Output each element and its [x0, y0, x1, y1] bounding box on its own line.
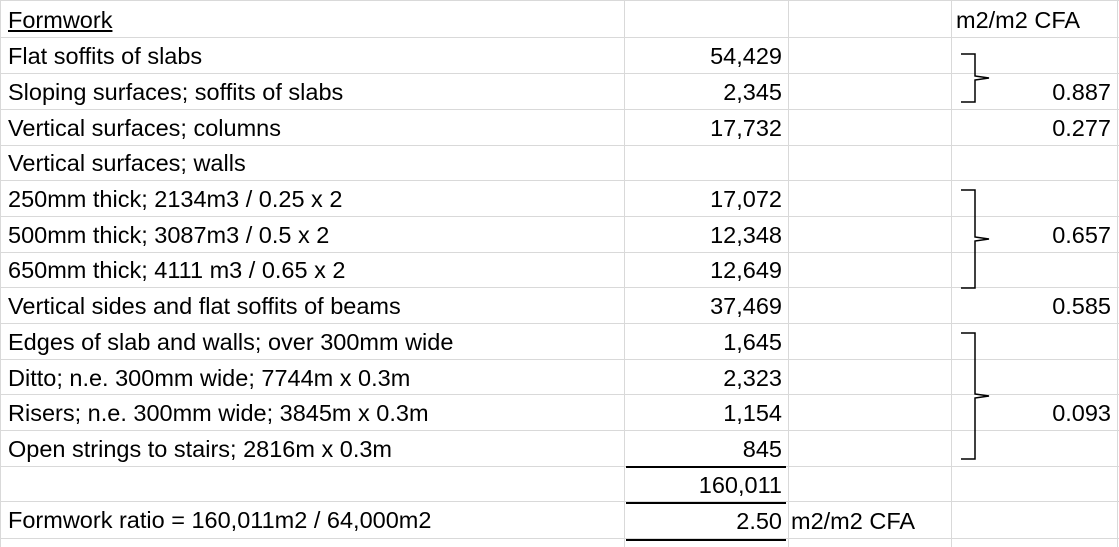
- grid-line: [0, 0, 1119, 1]
- grid-line: [0, 501, 1119, 502]
- row-value: 54,429: [710, 43, 782, 69]
- grid-line: [624, 0, 625, 547]
- row-value: 2,345: [723, 79, 782, 105]
- row-description: Flat soffits of slabs: [8, 43, 203, 69]
- grid-line: [0, 287, 1119, 288]
- row-ratio: 0.093: [1052, 400, 1111, 426]
- row-ratio: 0.585: [1052, 293, 1111, 319]
- summary-unit: m2/m2 CFA: [791, 508, 916, 534]
- row-description: Ditto; n.e. 300mm wide; 7744m x 0.3m: [8, 365, 411, 391]
- ratio-column-header: m2/m2 CFA: [956, 7, 1081, 33]
- brace-bracket-icon: [961, 189, 990, 289]
- grid-line: [0, 394, 1119, 395]
- grid-line: [0, 145, 1119, 146]
- grid-line: [1117, 0, 1118, 547]
- grid-line: [0, 430, 1119, 431]
- row-description: Sloping surfaces; soffits of slabs: [8, 79, 344, 105]
- grid-line: [0, 538, 1119, 539]
- row-description: 500mm thick; 3087m3 / 0.5 x 2: [8, 222, 330, 248]
- grid-line: [0, 109, 1119, 110]
- row-description: Vertical surfaces; walls: [8, 150, 246, 176]
- row-description: Open strings to stairs; 2816m x 0.3m: [8, 436, 392, 462]
- grid-line: [0, 466, 1119, 467]
- grid-line: [0, 37, 1119, 38]
- summary-double-rule: [626, 539, 786, 541]
- row-description: Vertical surfaces; columns: [8, 115, 281, 141]
- row-value: 845: [742, 436, 782, 462]
- table-title: Formwork: [8, 7, 113, 33]
- row-description: Risers; n.e. 300mm wide; 3845m x 0.3m: [8, 400, 429, 426]
- grid-line: [951, 0, 952, 547]
- row-value: 1,154: [723, 400, 782, 426]
- row-value: 17,072: [710, 186, 782, 212]
- grid-line: [0, 0, 1, 547]
- grid-line: [0, 359, 1119, 360]
- brace-bracket-icon: [961, 53, 990, 103]
- row-ratio: 0.657: [1052, 222, 1111, 248]
- row-value: 1,645: [723, 329, 782, 355]
- grid-line: [788, 0, 789, 547]
- grid-line: [0, 216, 1119, 217]
- row-ratio: 0.887: [1052, 79, 1111, 105]
- row-ratio: 0.277: [1052, 115, 1111, 141]
- row-value: 2,323: [723, 365, 782, 391]
- grid-line: [0, 180, 1119, 181]
- row-description: Vertical sides and flat soffits of beams: [8, 293, 401, 319]
- grid-line: [0, 252, 1119, 253]
- row-value: 37,469: [710, 293, 782, 319]
- row-value: 12,649: [710, 257, 782, 283]
- row-description: 250mm thick; 2134m3 / 0.25 x 2: [8, 186, 343, 212]
- summary-value: 2.50: [736, 508, 782, 534]
- total-value: 160,011: [698, 472, 782, 498]
- brace-bracket-icon: [961, 332, 990, 460]
- summary-description: Formwork ratio = 160,011m2 / 64,000m2: [8, 507, 432, 533]
- row-value: 17,732: [710, 115, 782, 141]
- total-rule: [626, 466, 786, 468]
- grid-line: [0, 323, 1119, 324]
- grid-line: [0, 73, 1119, 74]
- summary-rule: [626, 502, 786, 504]
- row-description: Edges of slab and walls; over 300mm wide: [8, 329, 454, 355]
- row-value: 12,348: [710, 222, 782, 248]
- row-description: 650mm thick; 4111 m3 / 0.65 x 2: [8, 257, 346, 283]
